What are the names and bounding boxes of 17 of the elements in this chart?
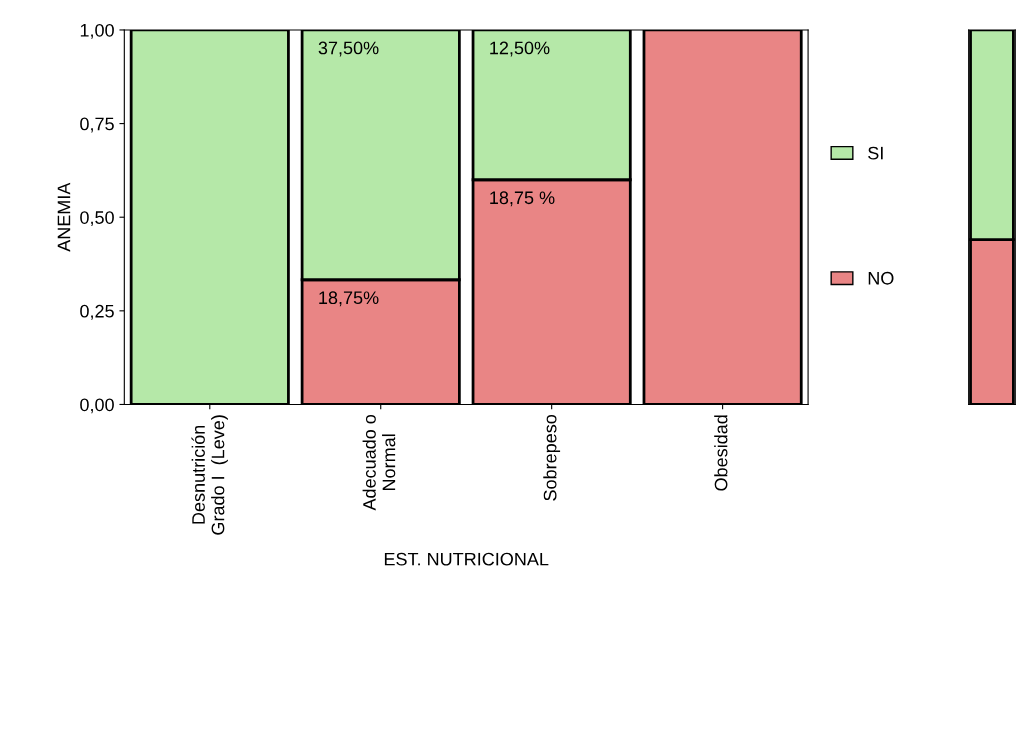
y-tick-label: 0,50 — [80, 211, 114, 227]
x-tick-label: Sobrepeso — [543, 414, 561, 501]
y-axis-title: ANEMIA — [57, 182, 71, 252]
y-tick-label: 1,00 — [80, 23, 114, 39]
x-tick-label: Obesidad — [714, 415, 728, 491]
y-tick-label: 0,75 — [80, 117, 114, 133]
annotation: 18,75% — [319, 291, 379, 307]
annotation: 18,75 % — [490, 191, 555, 207]
legend-label: SI — [868, 146, 883, 160]
legend-label: NO — [868, 271, 894, 285]
x-tick-label: Desnutrición Grado I (Leve) — [191, 415, 228, 535]
y-tick-label: 0,00 — [80, 398, 114, 414]
annotation: 37,50% — [318, 41, 379, 57]
x-axis-title: EST. NUTRICIONAL — [384, 552, 549, 566]
y-tick-label: 0,25 — [80, 304, 114, 320]
x-tick-label: Adecuado o Normal — [362, 414, 396, 511]
annotation: 12,50% — [490, 41, 550, 57]
